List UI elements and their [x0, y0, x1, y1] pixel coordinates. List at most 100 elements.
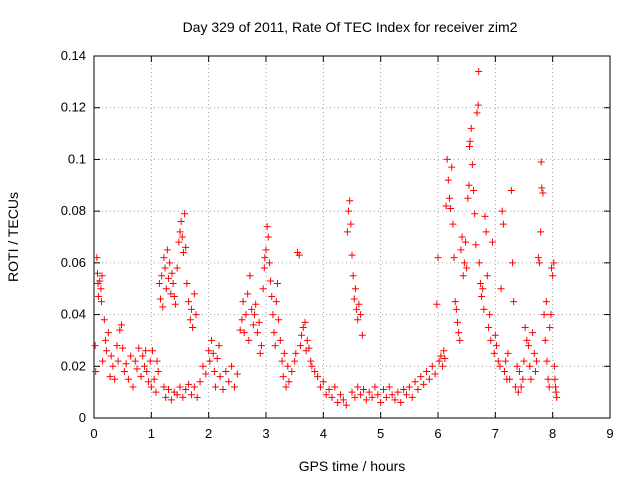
data-point [279, 373, 287, 381]
data-point [93, 254, 101, 262]
data-point [542, 298, 550, 306]
data-point [434, 254, 442, 262]
data-point [492, 342, 500, 350]
data-point [440, 347, 448, 355]
data-point [465, 181, 473, 189]
data-point [142, 347, 150, 355]
data-point [202, 370, 210, 378]
data-point [205, 347, 213, 355]
data-point [504, 349, 512, 357]
data-point [453, 318, 461, 326]
data-point [100, 316, 108, 324]
data-point [351, 393, 359, 401]
data-point [452, 305, 460, 313]
data-point [103, 347, 111, 355]
data-point [359, 386, 367, 394]
data-point [255, 318, 263, 326]
data-point [176, 228, 184, 236]
data-point [507, 186, 515, 194]
data-point [316, 383, 324, 391]
data-point [161, 264, 169, 272]
data-point [394, 388, 402, 396]
data-point [144, 378, 152, 386]
data-point [298, 331, 306, 339]
data-point [408, 393, 416, 401]
data-point [337, 391, 345, 399]
data-point [92, 367, 100, 375]
data-point [513, 362, 521, 370]
data-point [275, 316, 283, 324]
data-point [526, 362, 534, 370]
data-point [462, 238, 470, 246]
data-point [150, 375, 158, 383]
data-point [265, 259, 273, 267]
data-point [154, 367, 162, 375]
data-point [531, 367, 539, 375]
data-point [540, 311, 548, 319]
data-point [270, 329, 278, 337]
data-point [183, 280, 191, 288]
y-tick-label: 0.04 [61, 307, 86, 322]
data-point [182, 386, 190, 394]
data-point [451, 298, 459, 306]
data-point [510, 298, 518, 306]
data-point [233, 370, 241, 378]
data-point [120, 367, 128, 375]
data-point [487, 336, 495, 344]
data-point [442, 202, 450, 210]
data-point [491, 331, 499, 339]
data-point [173, 391, 181, 399]
axis-ticks [93, 55, 611, 419]
data-point [111, 375, 119, 383]
data-point [463, 264, 471, 272]
data-point [158, 272, 166, 280]
data-point [222, 367, 230, 375]
data-point [331, 383, 339, 391]
data-point [262, 246, 270, 254]
data-point [374, 391, 382, 399]
data-point [175, 238, 183, 246]
data-point [448, 163, 456, 171]
data-point [190, 383, 198, 391]
data-point [178, 233, 186, 241]
data-point [261, 254, 269, 262]
data-point [339, 396, 347, 404]
x-axis-label: GPS time / hours [299, 458, 406, 474]
data-point [433, 300, 441, 308]
data-point [242, 311, 250, 319]
data-point [133, 365, 141, 373]
data-point [473, 109, 481, 117]
data-point [460, 259, 468, 267]
data-point [260, 264, 268, 272]
data-point [466, 143, 474, 150]
data-point [484, 324, 492, 331]
data-point [545, 383, 553, 391]
data-point [501, 367, 509, 375]
y-tick-label: 0.08 [61, 203, 86, 218]
data-point [240, 329, 248, 337]
data-point [543, 357, 551, 365]
x-tick-labels: 0 1 2 3 4 5 6 7 8 9 [90, 426, 613, 441]
data-point [354, 383, 362, 391]
data-point [179, 249, 187, 257]
data-point [445, 194, 453, 202]
data-point [264, 233, 272, 241]
data-point [99, 357, 107, 365]
data-point [192, 311, 200, 319]
data-point [118, 321, 126, 329]
y-tick-label: 0.1 [68, 151, 86, 166]
data-point [435, 357, 443, 365]
data-point [348, 251, 356, 259]
data-point [219, 386, 227, 394]
data-point [428, 362, 436, 370]
data-point [167, 396, 175, 404]
data-point [529, 329, 537, 337]
data-point [530, 349, 538, 357]
data-point [186, 316, 194, 324]
data-point [319, 378, 327, 386]
x-tick-label: 1 [148, 426, 155, 441]
x-tick-label: 4 [320, 426, 327, 441]
data-point [481, 212, 489, 220]
data-point [177, 217, 185, 225]
